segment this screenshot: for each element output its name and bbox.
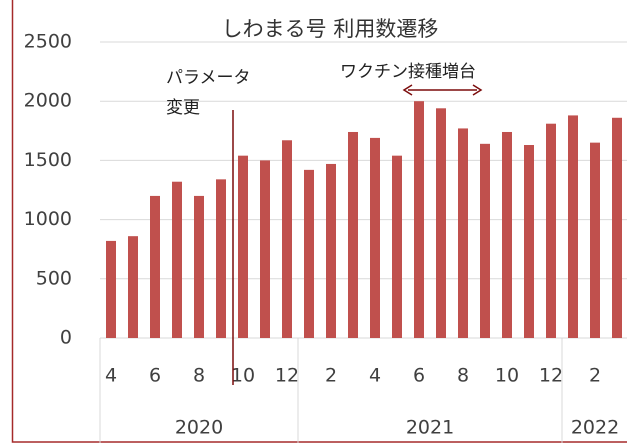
bar (370, 137, 380, 338)
annotation-text: 変更 (166, 98, 200, 118)
bar (238, 155, 248, 338)
bar (392, 155, 402, 338)
group-label: 2022 (571, 417, 619, 439)
x-tick-label: 4 (105, 365, 117, 387)
y-tick-label: 0 (60, 327, 72, 349)
y-tick-label: 500 (36, 267, 72, 289)
arrow-head (402, 84, 413, 96)
group-label: 2020 (175, 417, 223, 439)
bar (568, 115, 578, 339)
chart-title: しわまる号 利用数遷移 (222, 17, 439, 41)
bar (612, 117, 622, 338)
y-tick-label: 1000 (24, 208, 72, 230)
x-tick-label: 2 (325, 365, 337, 387)
bar (216, 179, 226, 338)
bar (282, 140, 292, 338)
bar (260, 160, 270, 338)
frame (11, 0, 627, 443)
annotation-text: パラメータ (166, 68, 251, 88)
x-tick-label: 8 (193, 365, 205, 387)
bar (150, 195, 160, 338)
y-tick-label: 2500 (24, 31, 72, 53)
bar (502, 131, 512, 338)
x-tick-label: 10 (231, 365, 255, 387)
bar (480, 143, 490, 338)
x-tick-label: 4 (369, 365, 381, 387)
bar (326, 163, 336, 338)
annotation-text: ワクチン接種増台 (340, 62, 476, 82)
bar (414, 101, 424, 338)
bar (436, 108, 446, 338)
bar (590, 142, 600, 338)
bar (348, 131, 358, 338)
x-tick-label: 12 (539, 365, 563, 387)
x-tick-label: 6 (149, 365, 161, 387)
x-tick-label: 6 (413, 365, 425, 387)
x-tick-label: 10 (495, 365, 519, 387)
x-tick-label: 2 (589, 365, 601, 387)
bar (128, 236, 138, 338)
group-label: 2021 (406, 417, 454, 439)
bar (172, 181, 182, 338)
x-tick-label: 12 (275, 365, 299, 387)
bar (546, 123, 556, 338)
arrow-head (472, 84, 483, 96)
bar (524, 145, 534, 338)
y-tick-label: 2000 (24, 90, 72, 112)
bar (194, 195, 204, 338)
x-tick-label: 8 (457, 365, 469, 387)
y-tick-label: 1500 (24, 149, 72, 171)
bar (304, 169, 314, 338)
bar (106, 240, 116, 338)
bar (458, 128, 468, 338)
